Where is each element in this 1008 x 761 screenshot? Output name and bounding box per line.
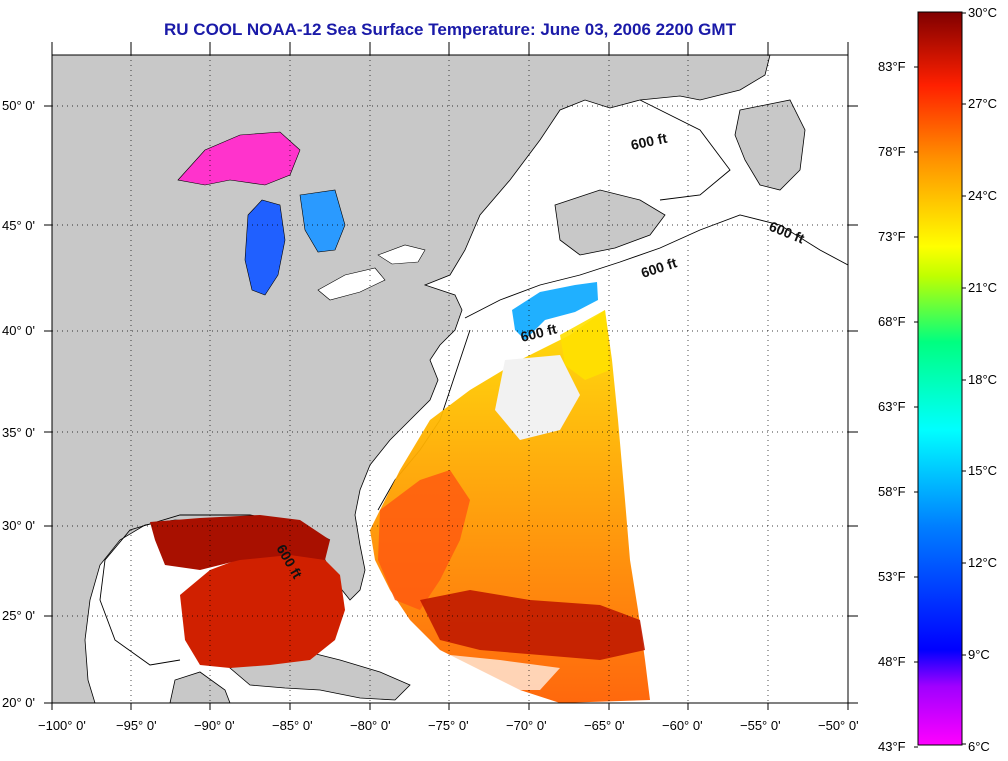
celsius-label: 27°C (968, 96, 997, 111)
celsius-label: 30°C (968, 5, 997, 20)
celsius-label: 24°C (968, 188, 997, 203)
sst-data (150, 282, 650, 703)
lon-label: −85° 0' (272, 718, 313, 733)
lat-label: 45° 0' (2, 218, 35, 233)
land-north-america (52, 55, 771, 703)
lon-label: −75° 0' (428, 718, 469, 733)
contour-label: 600 ft (629, 130, 668, 153)
lon-label: −100° 0' (38, 718, 86, 733)
celsius-label: 12°C (968, 555, 997, 570)
map-area (52, 55, 848, 703)
fahrenheit-label: 73°F (878, 229, 906, 244)
map-frame (51, 54, 849, 704)
fahrenheit-label: 78°F (878, 144, 906, 159)
latitude-labels: 50° 0' 45° 0' 40° 0' 35° 0' 30° 0' 25° 0… (2, 98, 35, 710)
celsius-label: 21°C (968, 280, 997, 295)
lat-label: 30° 0' (2, 518, 35, 533)
lat-label: 40° 0' (2, 323, 35, 338)
land-yucatan (169, 671, 231, 703)
lon-label: −55° 0' (740, 718, 781, 733)
lon-label: −60° 0' (662, 718, 703, 733)
colorbar: 30°C 27°C 24°C 21°C 18°C 15°C 12°C 9°C 6… (878, 5, 997, 754)
fahrenheit-label: 68°F (878, 314, 906, 329)
lat-label: 25° 0' (2, 608, 35, 623)
great-lakes (177, 131, 426, 301)
lat-label: 20° 0' (2, 695, 35, 710)
map-title: RU COOL NOAA-12 Sea Surface Temperature:… (164, 20, 736, 39)
fahrenheit-label: 83°F (878, 59, 906, 74)
celsius-label: 9°C (968, 647, 990, 662)
lon-label: −50° 0' (818, 718, 859, 733)
lon-label: −95° 0' (116, 718, 157, 733)
land-nova-scotia (554, 189, 666, 256)
fahrenheit-labels: 83°F 78°F 73°F 68°F 63°F 58°F 53°F 48°F … (878, 59, 906, 754)
colorbar-ticks (914, 12, 966, 748)
fahrenheit-label: 58°F (878, 484, 906, 499)
colorbar-gradient (917, 11, 963, 746)
lon-label: −65° 0' (584, 718, 625, 733)
celsius-label: 6°C (968, 739, 990, 754)
celsius-labels: 30°C 27°C 24°C 21°C 18°C 15°C 12°C 9°C 6… (968, 5, 997, 754)
lon-label: −90° 0' (194, 718, 235, 733)
lon-label: −70° 0' (506, 718, 547, 733)
fahrenheit-label: 43°F (878, 739, 906, 754)
lat-label: 35° 0' (2, 425, 35, 440)
lon-label: −80° 0' (350, 718, 391, 733)
celsius-label: 15°C (968, 463, 997, 478)
celsius-label: 18°C (968, 372, 997, 387)
fahrenheit-label: 63°F (878, 399, 906, 414)
land-newfoundland (734, 99, 806, 191)
fahrenheit-label: 53°F (878, 569, 906, 584)
lat-label: 50° 0' (2, 98, 35, 113)
longitude-labels: −100° 0' −95° 0' −90° 0' −85° 0' −80° 0'… (38, 718, 859, 733)
fahrenheit-label: 48°F (878, 654, 906, 669)
